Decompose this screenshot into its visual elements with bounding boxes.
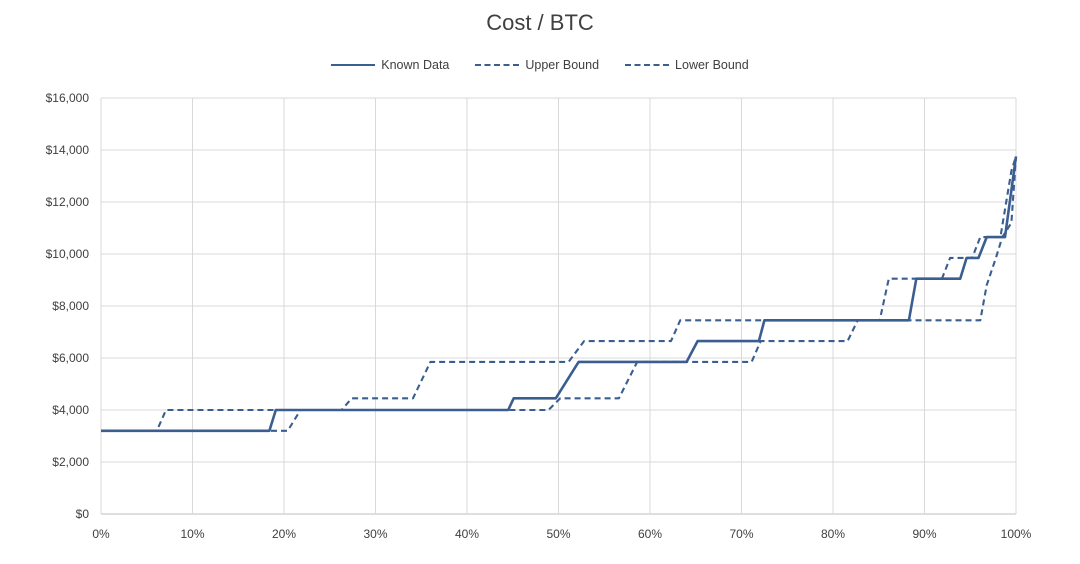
legend-swatch-upper-bound [475, 64, 520, 66]
y-tick-label: $8,000 [52, 299, 89, 313]
legend-swatch-lower-bound [625, 64, 670, 66]
y-tick-label: $2,000 [52, 455, 89, 469]
y-tick-label: $12,000 [46, 195, 90, 209]
series-line-known-data [101, 156, 1018, 433]
legend-label-upper-bound: Upper Bound [525, 58, 600, 72]
series-line-upper-bound [101, 156, 1017, 432]
x-tick-label: 70% [729, 527, 753, 541]
x-tick-label: 30% [363, 527, 387, 541]
y-tick-label: $16,000 [46, 91, 90, 105]
x-tick-label: 100% [1001, 527, 1032, 541]
legend-item-known-data: Known Data [331, 58, 449, 72]
x-tick-label: 50% [546, 527, 570, 541]
x-tick-label: 20% [272, 527, 296, 541]
x-tick-label: 40% [455, 527, 479, 541]
x-tick-label: 0% [92, 527, 110, 541]
y-tick-label: $6,000 [52, 351, 89, 365]
legend-label-lower-bound: Lower Bound [675, 58, 749, 72]
x-tick-label: 90% [912, 527, 936, 541]
x-tick-label: 80% [821, 527, 845, 541]
legend-item-lower-bound: Lower Bound [625, 58, 749, 72]
y-tick-label: $14,000 [46, 143, 90, 157]
legend-item-upper-bound: Upper Bound [475, 58, 599, 72]
y-tick-label: $0 [76, 507, 90, 521]
y-tick-label: $4,000 [52, 403, 89, 417]
legend: Known Data Upper Bound Lower Bound [0, 58, 1080, 72]
legend-label-known-data: Known Data [381, 58, 450, 72]
x-tick-label: 60% [638, 527, 662, 541]
y-tick-label: $10,000 [46, 247, 90, 261]
legend-swatch-known-data [331, 64, 376, 66]
chart-title: Cost / BTC [486, 10, 594, 35]
series-line-lower-bound [101, 156, 1018, 432]
x-tick-label: 10% [180, 527, 204, 541]
